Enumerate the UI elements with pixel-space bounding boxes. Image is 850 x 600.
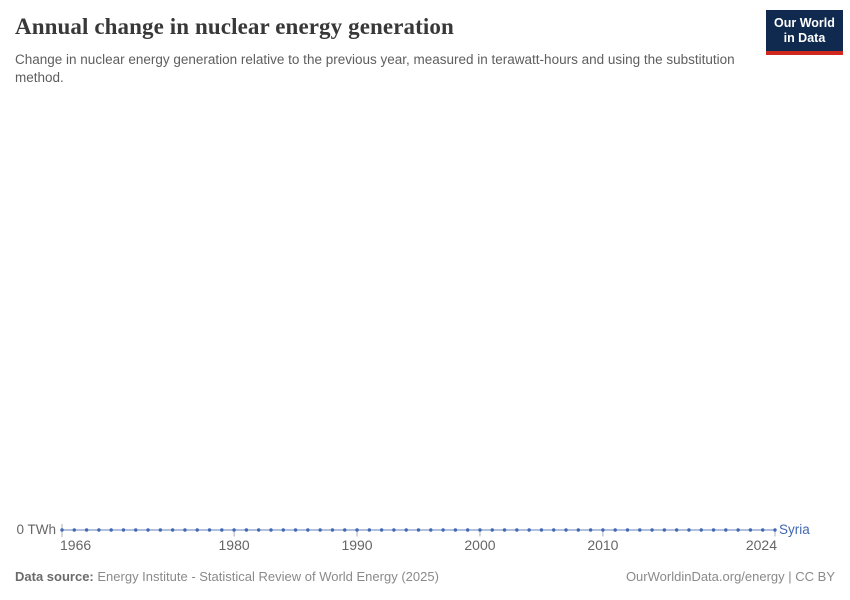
- data-point-2010[interactable]: [601, 528, 605, 532]
- data-point-1974[interactable]: [158, 528, 163, 532]
- data-point-2003[interactable]: [515, 528, 519, 532]
- data-point-2004[interactable]: [527, 528, 531, 532]
- zero-axis-label: 0 TWh: [16, 522, 56, 537]
- data-source-text: Energy Institute - Statistical Review of…: [97, 569, 439, 584]
- x-tick-label: 2000: [464, 537, 495, 553]
- data-point-2011[interactable]: [613, 528, 617, 532]
- data-point-1971[interactable]: [121, 528, 126, 532]
- data-point-1999[interactable]: [465, 528, 470, 532]
- data-point-2017[interactable]: [687, 528, 691, 532]
- data-point-1983[interactable]: [269, 528, 273, 532]
- data-source-note: Data source: Energy Institute - Statisti…: [15, 569, 439, 584]
- data-point-1968[interactable]: [84, 528, 89, 532]
- data-point-2023[interactable]: [761, 528, 765, 532]
- data-point-2008[interactable]: [576, 528, 581, 532]
- data-point-2019[interactable]: [711, 528, 716, 532]
- data-point-1967[interactable]: [72, 528, 76, 532]
- x-tick-label: 1980: [219, 537, 250, 553]
- data-point-2022[interactable]: [748, 528, 753, 532]
- data-point-2002[interactable]: [502, 528, 507, 532]
- data-point-2016[interactable]: [674, 528, 679, 532]
- data-point-1981[interactable]: [244, 528, 249, 532]
- data-point-2009[interactable]: [588, 528, 593, 532]
- chart-subtitle: Change in nuclear energy generation rela…: [15, 52, 735, 85]
- data-point-2005[interactable]: [539, 528, 544, 532]
- page-title: Annual change in nuclear energy generati…: [15, 14, 454, 39]
- license-link[interactable]: OurWorldinData.org/energy | CC BY: [625, 569, 835, 584]
- data-point-1986[interactable]: [306, 528, 310, 532]
- data-point-1972[interactable]: [134, 528, 138, 532]
- data-point-1991[interactable]: [367, 528, 372, 532]
- data-point-2001[interactable]: [490, 528, 494, 532]
- owid-logo[interactable]: Our World in Data: [766, 10, 843, 55]
- x-tick-label: 1966: [60, 537, 91, 553]
- data-point-2000[interactable]: [478, 528, 482, 532]
- data-point-1970[interactable]: [109, 528, 113, 532]
- x-tick-label: 1990: [341, 537, 372, 553]
- data-point-1969[interactable]: [97, 528, 101, 532]
- owid-logo-line1: Our World: [774, 16, 835, 30]
- data-point-1995[interactable]: [416, 528, 421, 532]
- data-point-2007[interactable]: [564, 528, 568, 532]
- data-point-1966[interactable]: [60, 528, 64, 532]
- data-point-1996[interactable]: [429, 528, 433, 532]
- data-source-label: Data source:: [15, 569, 94, 584]
- x-tick-label: 2010: [587, 537, 618, 553]
- data-point-1976[interactable]: [183, 528, 187, 532]
- data-point-1977[interactable]: [195, 528, 199, 532]
- data-point-1984[interactable]: [281, 528, 285, 532]
- data-point-2021[interactable]: [736, 528, 740, 532]
- data-point-2018[interactable]: [699, 528, 703, 532]
- data-point-1985[interactable]: [293, 528, 298, 532]
- data-point-1990[interactable]: [355, 528, 359, 532]
- data-point-1973[interactable]: [146, 528, 150, 532]
- data-point-2020[interactable]: [724, 528, 728, 532]
- series-label-syria[interactable]: Syria: [779, 522, 810, 537]
- owid-logo-line2: in Data: [783, 31, 826, 45]
- data-point-1989[interactable]: [343, 528, 347, 532]
- data-point-1978[interactable]: [207, 528, 212, 532]
- data-point-2014[interactable]: [650, 528, 654, 532]
- data-point-1998[interactable]: [453, 528, 458, 532]
- data-point-2015[interactable]: [662, 528, 667, 532]
- data-point-2006[interactable]: [552, 528, 556, 532]
- data-point-1988[interactable]: [330, 528, 335, 532]
- x-tick-label: 2024: [746, 537, 777, 553]
- data-point-1982[interactable]: [256, 528, 261, 532]
- data-point-1979[interactable]: [220, 528, 224, 532]
- data-point-2024[interactable]: [773, 528, 777, 532]
- data-point-1987[interactable]: [318, 528, 322, 532]
- data-point-2012[interactable]: [625, 528, 630, 532]
- data-point-1994[interactable]: [404, 528, 408, 532]
- data-point-1980[interactable]: [232, 528, 236, 532]
- data-point-1993[interactable]: [392, 528, 396, 532]
- data-point-1975[interactable]: [170, 528, 175, 532]
- data-point-1992[interactable]: [379, 528, 384, 532]
- data-point-1997[interactable]: [441, 528, 445, 532]
- data-point-2013[interactable]: [638, 528, 642, 532]
